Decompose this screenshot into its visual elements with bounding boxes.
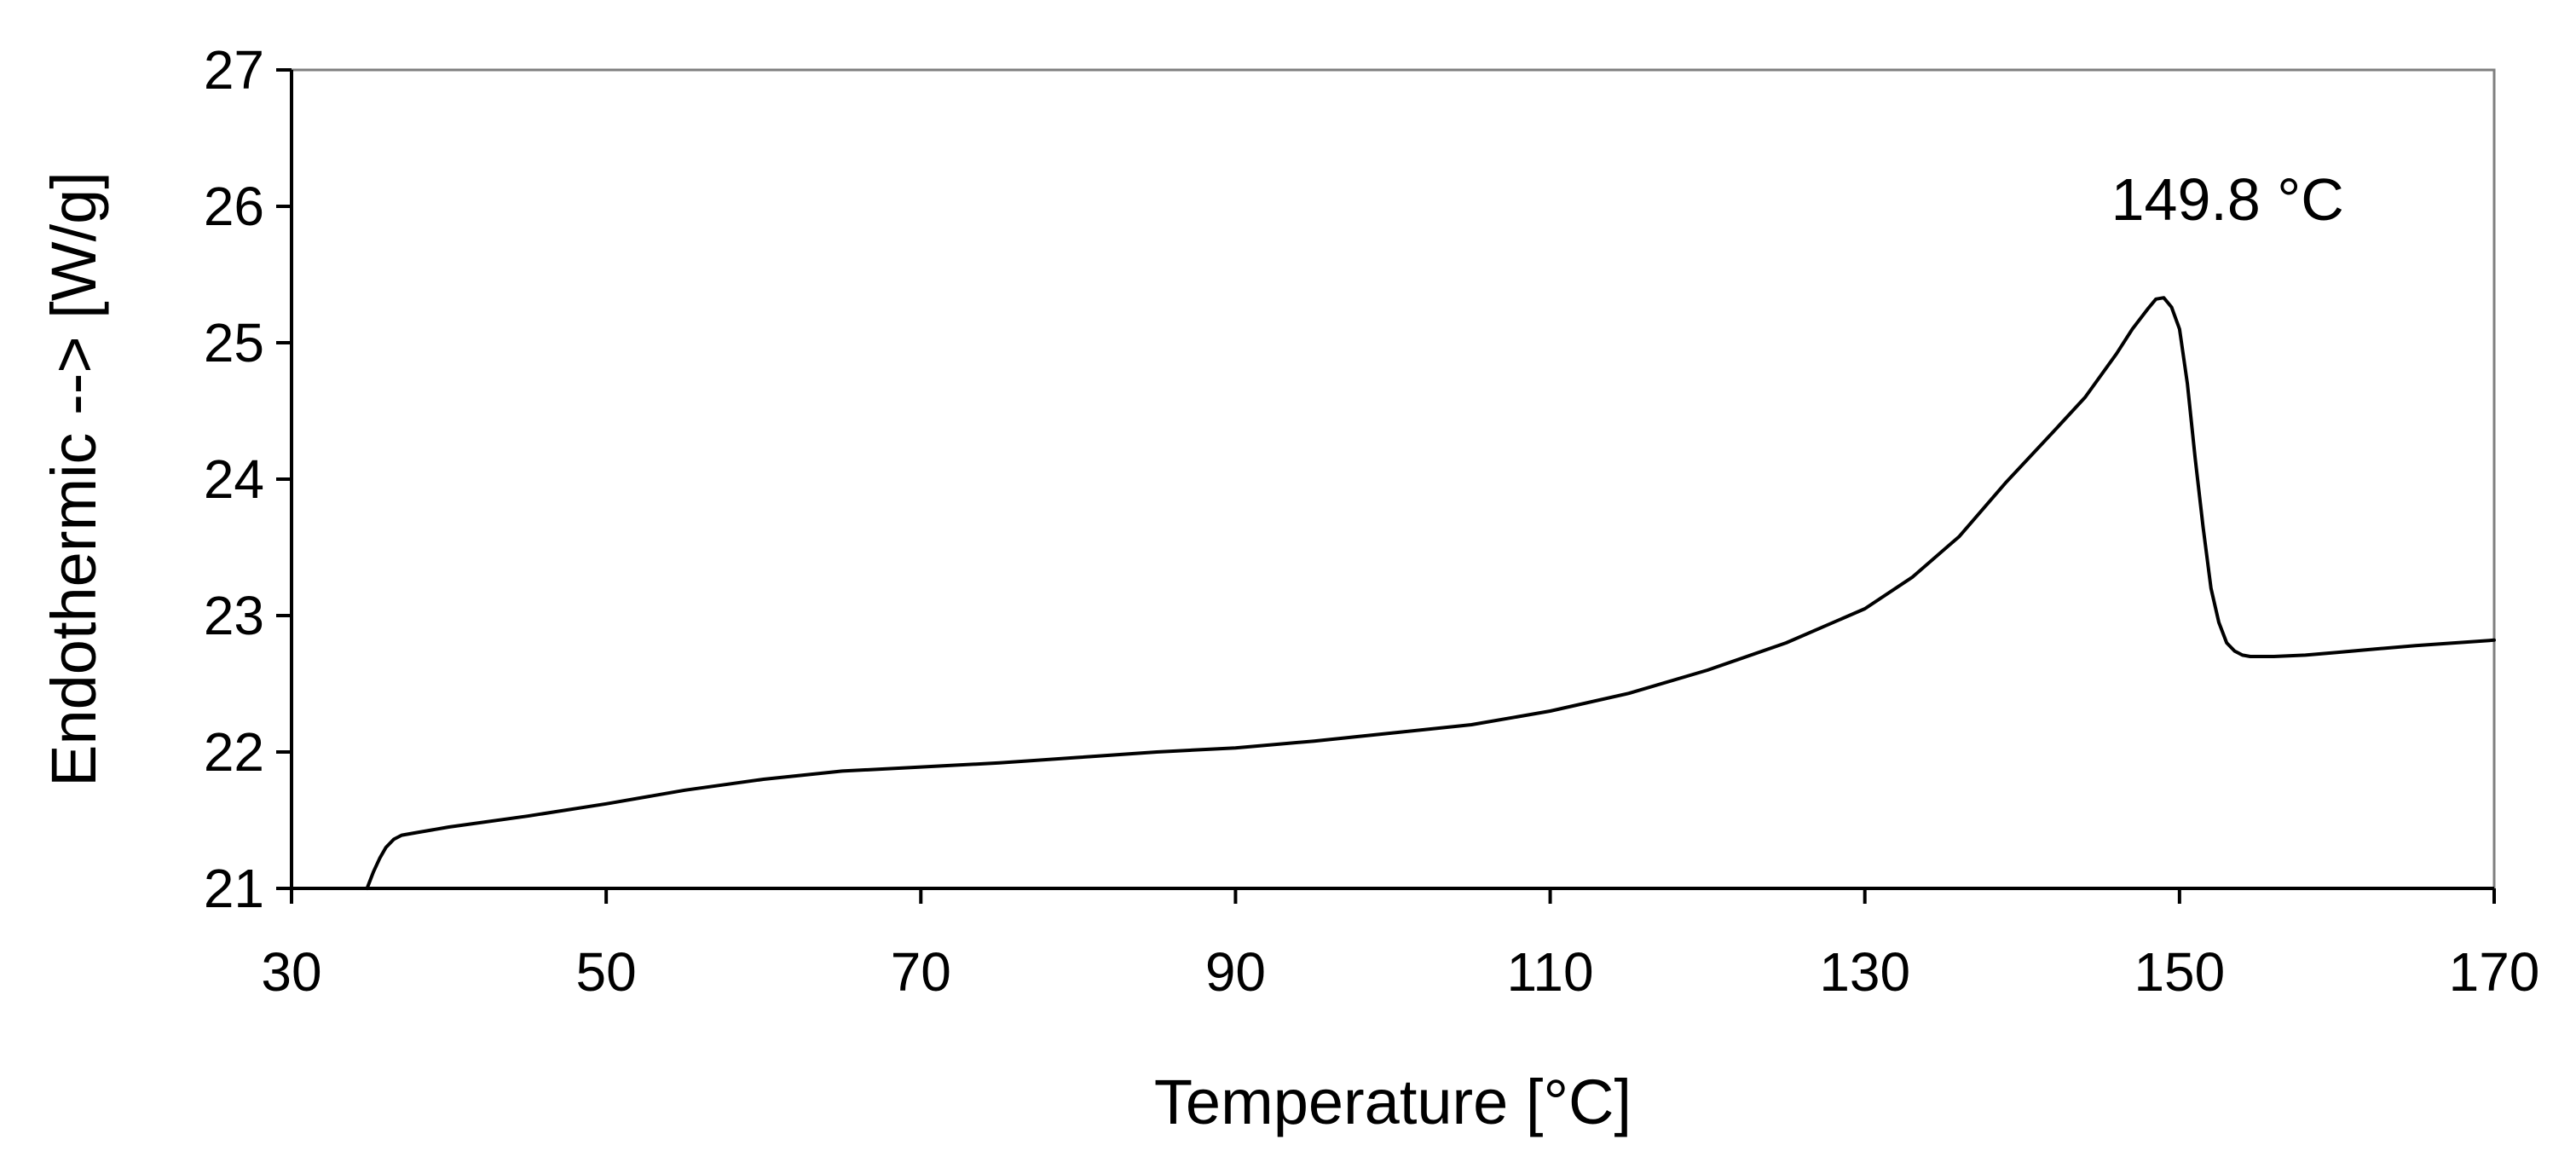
y-tick-label: 23 (204, 585, 264, 646)
y-tick-label: 26 (204, 176, 264, 237)
x-tick-label: 150 (2134, 941, 2225, 1003)
y-tick-label: 27 (204, 39, 264, 101)
y-tick-label: 24 (204, 448, 264, 510)
x-tick-label: 30 (261, 941, 321, 1003)
y-tick-label: 22 (204, 721, 264, 783)
plot-area: 30 50 70 90 110 130 150 170 21 22 23 24 25 26 27 149.… (204, 39, 2540, 1003)
x-tick-label: 170 (2449, 941, 2540, 1003)
y-tick-label: 25 (204, 312, 264, 373)
series-line (365, 296, 2496, 890)
x-tick-label: 50 (576, 941, 637, 1003)
x-tick-label: 130 (1819, 941, 1910, 1003)
y-ticks: 21 22 23 24 25 26 27 (204, 39, 292, 919)
x-tick-label: 70 (891, 941, 951, 1003)
x-tick-label: 110 (1507, 941, 1594, 1003)
x-tick-label: 90 (1205, 941, 1266, 1003)
peak-annotation: 149.8 °C (2111, 166, 2344, 233)
x-ticks: 30 50 70 90 110 130 150 170 (261, 888, 2539, 1003)
y-axis-title: Endothermic --> [W/g] (38, 171, 109, 787)
y-tick-label: 21 (204, 858, 264, 919)
x-axis-title: Temperature [°C] (1154, 1067, 1632, 1137)
